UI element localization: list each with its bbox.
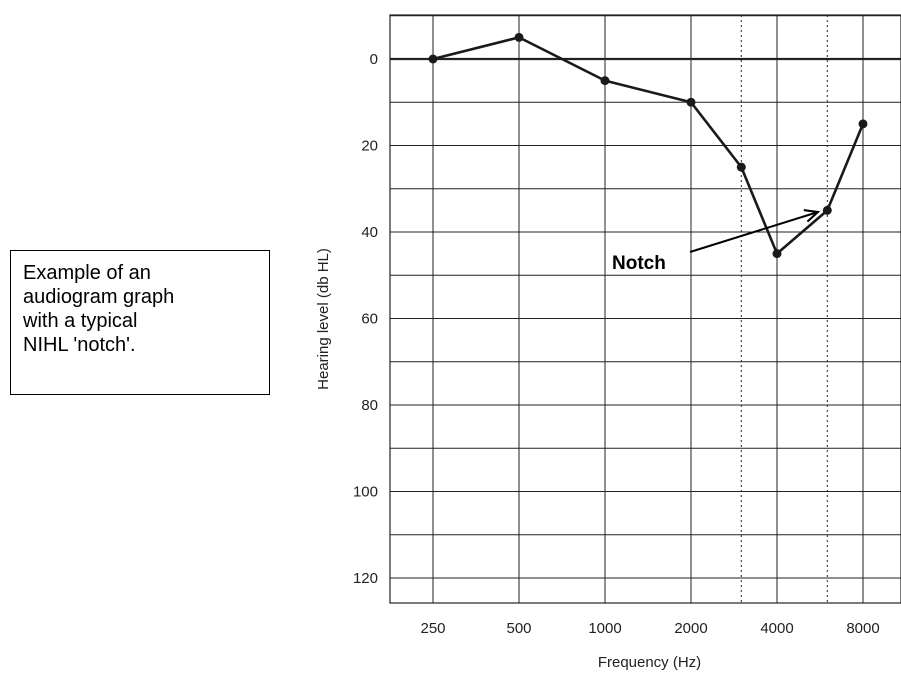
- x-tick-label: 4000: [760, 620, 793, 637]
- y-tick-label: 20: [361, 138, 378, 155]
- data-point: [822, 205, 832, 215]
- y-axis-label: Hearing level (db HL): [315, 248, 332, 390]
- x-tick-label: 2000: [674, 620, 707, 637]
- y-tick-label: 0: [370, 51, 378, 68]
- x-tick-label: 8000: [846, 620, 879, 637]
- data-point: [858, 119, 868, 129]
- x-axis-label: Frequency (Hz): [598, 654, 701, 671]
- data-point: [772, 249, 782, 259]
- tick-labels: 0 20 40 60 80 100 120 250 500 1000 2000 4000 8000: [353, 51, 880, 637]
- grid-layer: [389, 14, 901, 604]
- y-tick-label: 80: [361, 397, 378, 414]
- caption-line-2: audiogram graph: [23, 286, 175, 308]
- x-tick-label: 1000: [588, 620, 621, 637]
- x-tick-label: 500: [506, 620, 531, 637]
- series-line: [432, 36, 865, 255]
- data-point: [686, 97, 696, 107]
- caption-box: Example of an audiogram graph with a typ…: [10, 250, 270, 395]
- annotation-layer: Notch: [612, 209, 821, 274]
- data-point: [428, 54, 438, 64]
- y-tick-label: 60: [361, 311, 378, 328]
- annotation-arrow-head: [803, 209, 821, 223]
- plot-frame: [389, 14, 901, 604]
- caption-line-3: with a typical: [23, 310, 138, 332]
- caption-line-1: Example of an: [23, 262, 151, 284]
- y-tick-label: 100: [353, 484, 378, 501]
- data-point: [736, 162, 746, 172]
- annotation-label: Notch: [612, 253, 666, 274]
- y-tick-label: 40: [361, 224, 378, 241]
- x-tick-label: 250: [420, 620, 445, 637]
- data-point: [514, 32, 524, 42]
- caption-line-4: NIHL 'notch'.: [23, 334, 136, 356]
- data-point: [600, 76, 610, 86]
- y-tick-label: 120: [353, 570, 378, 587]
- series-layer: [428, 32, 868, 259]
- annotation-arrow-shaft: [689, 211, 819, 253]
